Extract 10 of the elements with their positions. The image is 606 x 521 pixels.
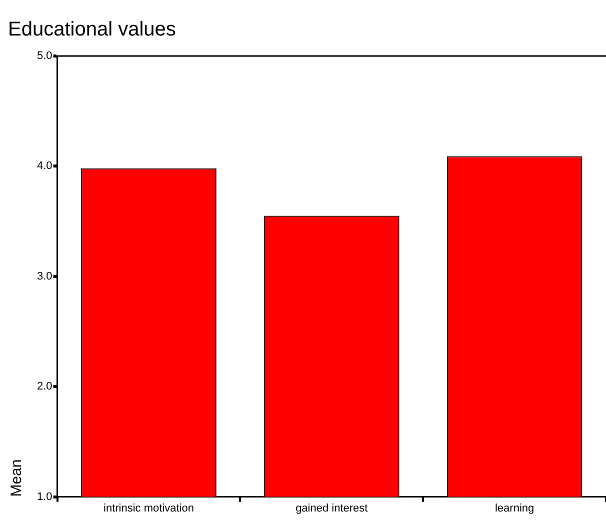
y-axis-title: Mean <box>8 459 26 497</box>
y-tick-label: 5.0 <box>36 50 52 62</box>
y-tick-label: 3.0 <box>36 270 52 282</box>
x-tick-label: intrinsic motivation <box>104 502 194 514</box>
x-tick-label: gained interest <box>296 502 368 514</box>
x-tick-label: learning <box>494 502 534 514</box>
y-tick-label: 2.0 <box>36 380 52 393</box>
y-tick-label: 1.0 <box>36 490 52 503</box>
y-tick-label: 4.0 <box>36 160 52 172</box>
chart-title: Educational values <box>8 18 176 41</box>
